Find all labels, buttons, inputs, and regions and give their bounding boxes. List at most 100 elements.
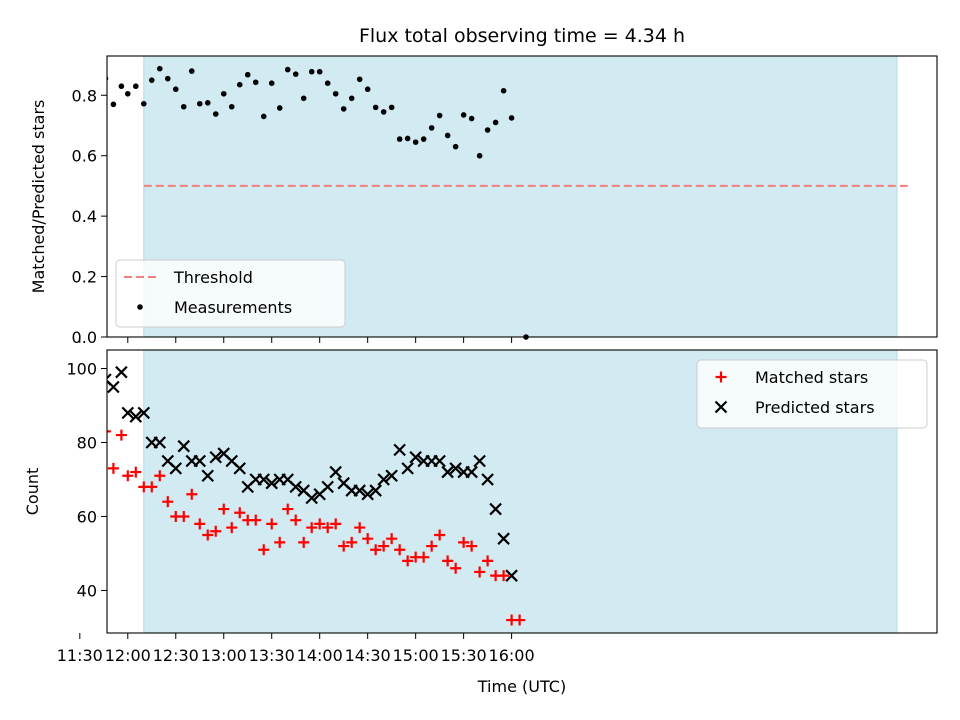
measurement-point: [260, 113, 267, 120]
predicted-star-point: [489, 502, 502, 516]
legend-measurement-swatch: [137, 304, 143, 310]
measurement-point: [252, 79, 259, 86]
matched-star-point: [394, 544, 406, 556]
top-legend-label: Measurements: [174, 298, 292, 317]
matched-star-point: [482, 555, 494, 567]
matched-star-point: [146, 481, 158, 493]
measurement-point: [388, 104, 395, 111]
measurement-point: [212, 111, 219, 117]
predicted-star-point: [465, 465, 478, 479]
measurement-point: [468, 115, 475, 122]
measurement-point: [268, 80, 275, 86]
matched-star-point: [210, 525, 222, 537]
legend-predicted-swatch: [714, 400, 728, 414]
predicted-star-point: [401, 462, 414, 475]
predicted-star-point: [433, 454, 446, 468]
bottom-xtick-label: 15:00: [393, 646, 439, 665]
matched-star-point: [402, 555, 414, 567]
measurement-point: [220, 90, 227, 97]
measurement-point: [284, 66, 291, 73]
measurement-point: [132, 83, 139, 90]
predicted-star-point: [329, 465, 342, 479]
matched-star-point: [122, 470, 134, 482]
matched-star-point: [202, 529, 214, 541]
measurement-point: [118, 83, 125, 90]
measurement-point: [204, 100, 211, 106]
matched-star-point: [298, 536, 310, 548]
measurement-point: [452, 143, 459, 150]
matched-star-point: [322, 522, 334, 534]
top-ytick-label: 0.6: [72, 147, 97, 166]
top-axes-frame: [106, 55, 938, 338]
bottom-xtick-label: 12:00: [105, 646, 151, 665]
predicted-star-point: [369, 484, 382, 497]
measurement-point: [372, 104, 379, 111]
matched-star-point: [314, 518, 326, 530]
matched-star-point: [226, 522, 238, 534]
matched-star-point: [107, 430, 111, 433]
top-data: [107, 65, 912, 340]
matched-star-point: [306, 522, 318, 534]
measurement-point: [110, 101, 117, 108]
x-axis-label: Time (UTC): [477, 677, 566, 696]
matched-star-point: [282, 503, 294, 515]
matched-star-point: [426, 540, 438, 552]
predicted-star-point: [321, 480, 334, 494]
matched-star-point: [514, 614, 526, 626]
matched-star-point: [218, 503, 230, 515]
measurement-point: [228, 103, 235, 110]
predicted-star-point: [449, 462, 462, 475]
bottom-legend-label: Matched stars: [755, 368, 868, 387]
matched-star-point: [107, 462, 119, 474]
measurement-point: [140, 100, 147, 107]
matched-star-point: [386, 533, 398, 545]
predicted-star-point: [193, 454, 207, 468]
top-y-axis-label: Matched/Predicted stars: [29, 100, 48, 294]
matched-star-point: [274, 536, 286, 548]
bottom-axes-frame: [106, 349, 938, 634]
predicted-star-point: [233, 462, 247, 475]
matched-star-point: [338, 540, 350, 552]
top-ytick-label: 0.0: [72, 328, 97, 347]
predicted-star-point: [107, 380, 120, 394]
measurement-point: [188, 68, 195, 74]
predicted-star-point: [265, 476, 278, 490]
predicted-star-point: [201, 469, 215, 483]
measurement-point: [396, 136, 403, 142]
predicted-star-point: [209, 451, 223, 464]
matched-star-point: [354, 522, 366, 534]
measurement-point: [276, 105, 283, 111]
predicted-star-point: [353, 484, 366, 497]
top-legend-label: Threshold: [173, 268, 253, 287]
predicted-star-point: [377, 473, 390, 486]
measurement-point: [412, 139, 419, 145]
measurement-point: [428, 125, 435, 131]
matched-star-point: [178, 510, 190, 522]
predicted-star-point: [257, 473, 271, 486]
measurement-point: [196, 100, 203, 107]
bottom-xtick-label: 14:00: [297, 646, 343, 665]
matched-star-point: [346, 536, 358, 548]
measurement-point: [324, 80, 331, 86]
bottom-legend-box: [696, 359, 928, 429]
bottom-xtick-label: 11:30: [57, 646, 103, 665]
measurement-point: [292, 71, 299, 77]
bottom-legend-label: Predicted stars: [755, 398, 875, 417]
measurement-point: [380, 109, 387, 115]
predicted-star-point: [289, 480, 302, 494]
matched-star-point: [162, 496, 174, 508]
matched-star-point: [130, 466, 142, 478]
predicted-star-point: [129, 410, 143, 423]
bottom-ytick-label: 80: [77, 433, 97, 452]
matched-star-point: [418, 551, 430, 563]
top-ytick-label: 0.4: [72, 207, 97, 226]
measurement-point: [436, 112, 443, 119]
bottom-xtick-label: 13:30: [249, 646, 295, 665]
measurement-point: [444, 132, 451, 139]
measurement-point: [244, 71, 251, 78]
matched-star-point: [466, 540, 478, 552]
measurement-point: [180, 103, 187, 110]
matched-star-point: [258, 544, 270, 556]
bottom-ytick-label: 60: [77, 507, 97, 526]
